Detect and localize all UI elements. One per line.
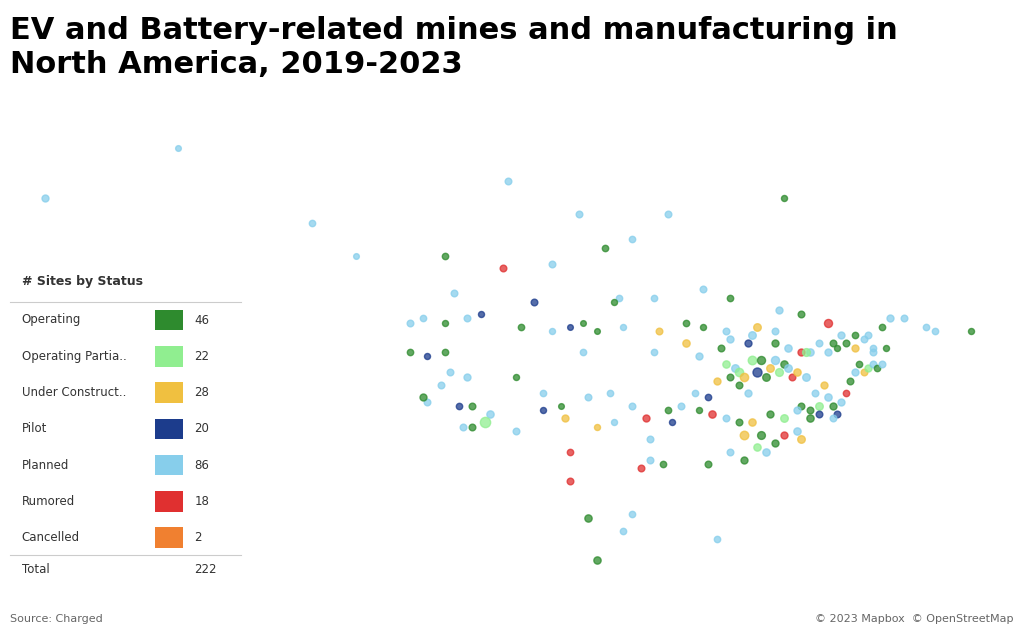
Text: Operating Partia..: Operating Partia.. <box>22 350 127 363</box>
Text: EV and Battery-related mines and manufacturing in
North America, 2019-2023: EV and Battery-related mines and manufac… <box>10 16 898 79</box>
Text: 2: 2 <box>195 531 202 544</box>
Text: 28: 28 <box>195 386 210 399</box>
Text: Cancelled: Cancelled <box>22 531 80 544</box>
Bar <box>156 419 183 439</box>
Text: Pilot: Pilot <box>22 422 47 435</box>
Text: Under Construct..: Under Construct.. <box>22 386 126 399</box>
Text: 20: 20 <box>195 422 210 435</box>
Text: 18: 18 <box>195 495 210 508</box>
Bar <box>156 346 183 367</box>
Text: Total: Total <box>22 563 49 576</box>
Text: 86: 86 <box>195 459 210 472</box>
Text: # Sites by Status: # Sites by Status <box>22 275 142 288</box>
Bar <box>156 310 183 330</box>
Text: Operating: Operating <box>22 314 81 326</box>
Text: 222: 222 <box>195 563 217 576</box>
Bar <box>156 527 183 548</box>
Bar <box>156 491 183 511</box>
Text: Rumored: Rumored <box>22 495 75 508</box>
Bar <box>156 455 183 476</box>
Text: 46: 46 <box>195 314 210 326</box>
Text: 22: 22 <box>195 350 210 363</box>
Bar <box>156 382 183 403</box>
Text: Planned: Planned <box>22 459 70 472</box>
Text: Source: Charged: Source: Charged <box>10 614 103 624</box>
Text: © 2023 Mapbox  © OpenStreetMap: © 2023 Mapbox © OpenStreetMap <box>815 614 1014 624</box>
